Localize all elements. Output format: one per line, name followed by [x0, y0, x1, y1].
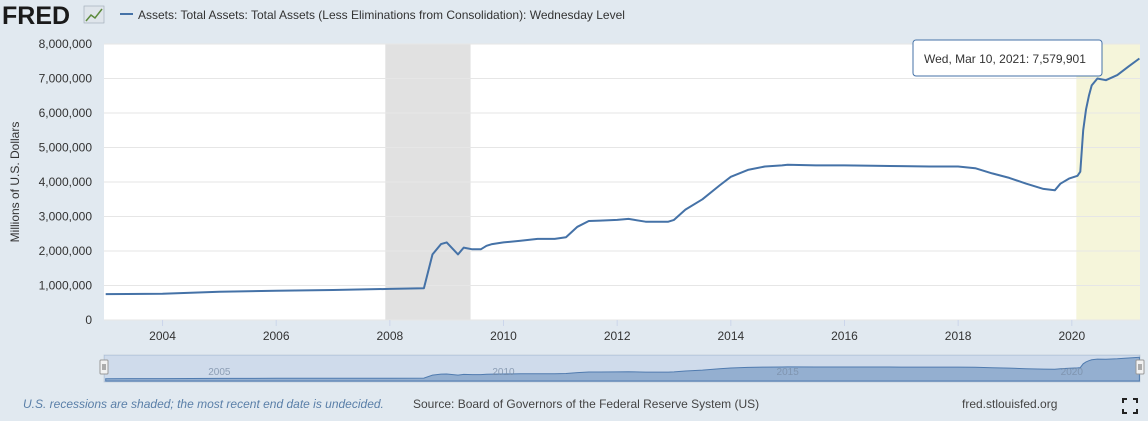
- x-axis-ticks: 2004 2006 2008 2010 2012 2014 2016 2018 2020: [149, 320, 1085, 343]
- y-tick-label: 5,000,000: [39, 141, 93, 155]
- fred-logo[interactable]: FRED: [2, 2, 105, 30]
- series-line: [105, 57, 1140, 296]
- x-tick-label: 2018: [945, 329, 972, 343]
- navigator-tick-label: 2020: [1061, 367, 1084, 378]
- x-tick-label: 2004: [149, 329, 176, 343]
- x-tick-label: 2016: [831, 329, 858, 343]
- tooltip-box: [912, 39, 1103, 77]
- x-tick-label: 2012: [604, 329, 631, 343]
- series-title: Assets: Total Assets: Total Assets (Less…: [138, 8, 625, 22]
- y-tick-label: 0: [85, 313, 92, 327]
- fullscreen-icon[interactable]: [1122, 398, 1138, 414]
- x-tick-label: 2014: [717, 329, 744, 343]
- y-tick-label: 1,000,000: [39, 279, 93, 293]
- tooltip: Wed, Mar 10, 2021: 7,579,901: [912, 39, 1103, 77]
- tooltip-value: 7,579,901: [1033, 52, 1087, 66]
- y-axis-ticks: 0 1,000,000 2,000,000 3,000,000 4,000,000 5,0…: [39, 37, 93, 327]
- left-handle[interactable]: [99, 359, 109, 375]
- y-tick-label: 7,000,000: [39, 72, 93, 86]
- y-tick-label: 4,000,000: [39, 175, 93, 189]
- y-tick-label: 8,000,000: [39, 37, 93, 51]
- x-tick-label: 2006: [263, 329, 290, 343]
- navigator-tick-label: 2005: [208, 367, 231, 378]
- source-text: Source: Board of Governors of the Federa…: [413, 397, 760, 411]
- navigator-right-handle[interactable]: [1135, 359, 1145, 375]
- y-tick-label: 2,000,000: [39, 244, 93, 258]
- navigator-selection[interactable]: [104, 355, 1140, 382]
- tooltip-text: Wed, Mar 10, 2021: 7,579,901: [924, 52, 1086, 66]
- tooltip-date: Wed, Mar 10, 2021: [924, 52, 1026, 66]
- navigator-tick-label: 2010: [492, 367, 515, 378]
- navigator-ticks: 2005 2010 2015 2020: [208, 367, 1083, 378]
- x-tick-label: 2010: [490, 329, 517, 343]
- tooltip-separator: :: [1026, 52, 1033, 66]
- navigator-series: [105, 356, 1140, 382]
- logo-graph-icon: [83, 5, 105, 24]
- x-tick-label: 2008: [377, 329, 404, 343]
- recession-note: U.S. recessions are shaded; the most rec…: [23, 397, 384, 411]
- navigator-tick-label: 2015: [777, 367, 800, 378]
- navigator-left-handle[interactable]: [99, 359, 109, 375]
- y-tick-label: 3,000,000: [39, 210, 93, 224]
- y-axis-label: Millions of U.S. Dollars: [8, 122, 22, 243]
- logo-trend-icon: [85, 8, 103, 22]
- logo-text: FRED: [2, 2, 70, 30]
- source-url[interactable]: fred.stlouisfed.org: [962, 397, 1058, 411]
- navigator[interactable]: 2005 2010 2015 2020: [99, 354, 1145, 383]
- x-tick-label: 2020: [1058, 329, 1085, 343]
- y-tick-label: 6,000,000: [39, 106, 93, 120]
- right-handle[interactable]: [1135, 359, 1145, 375]
